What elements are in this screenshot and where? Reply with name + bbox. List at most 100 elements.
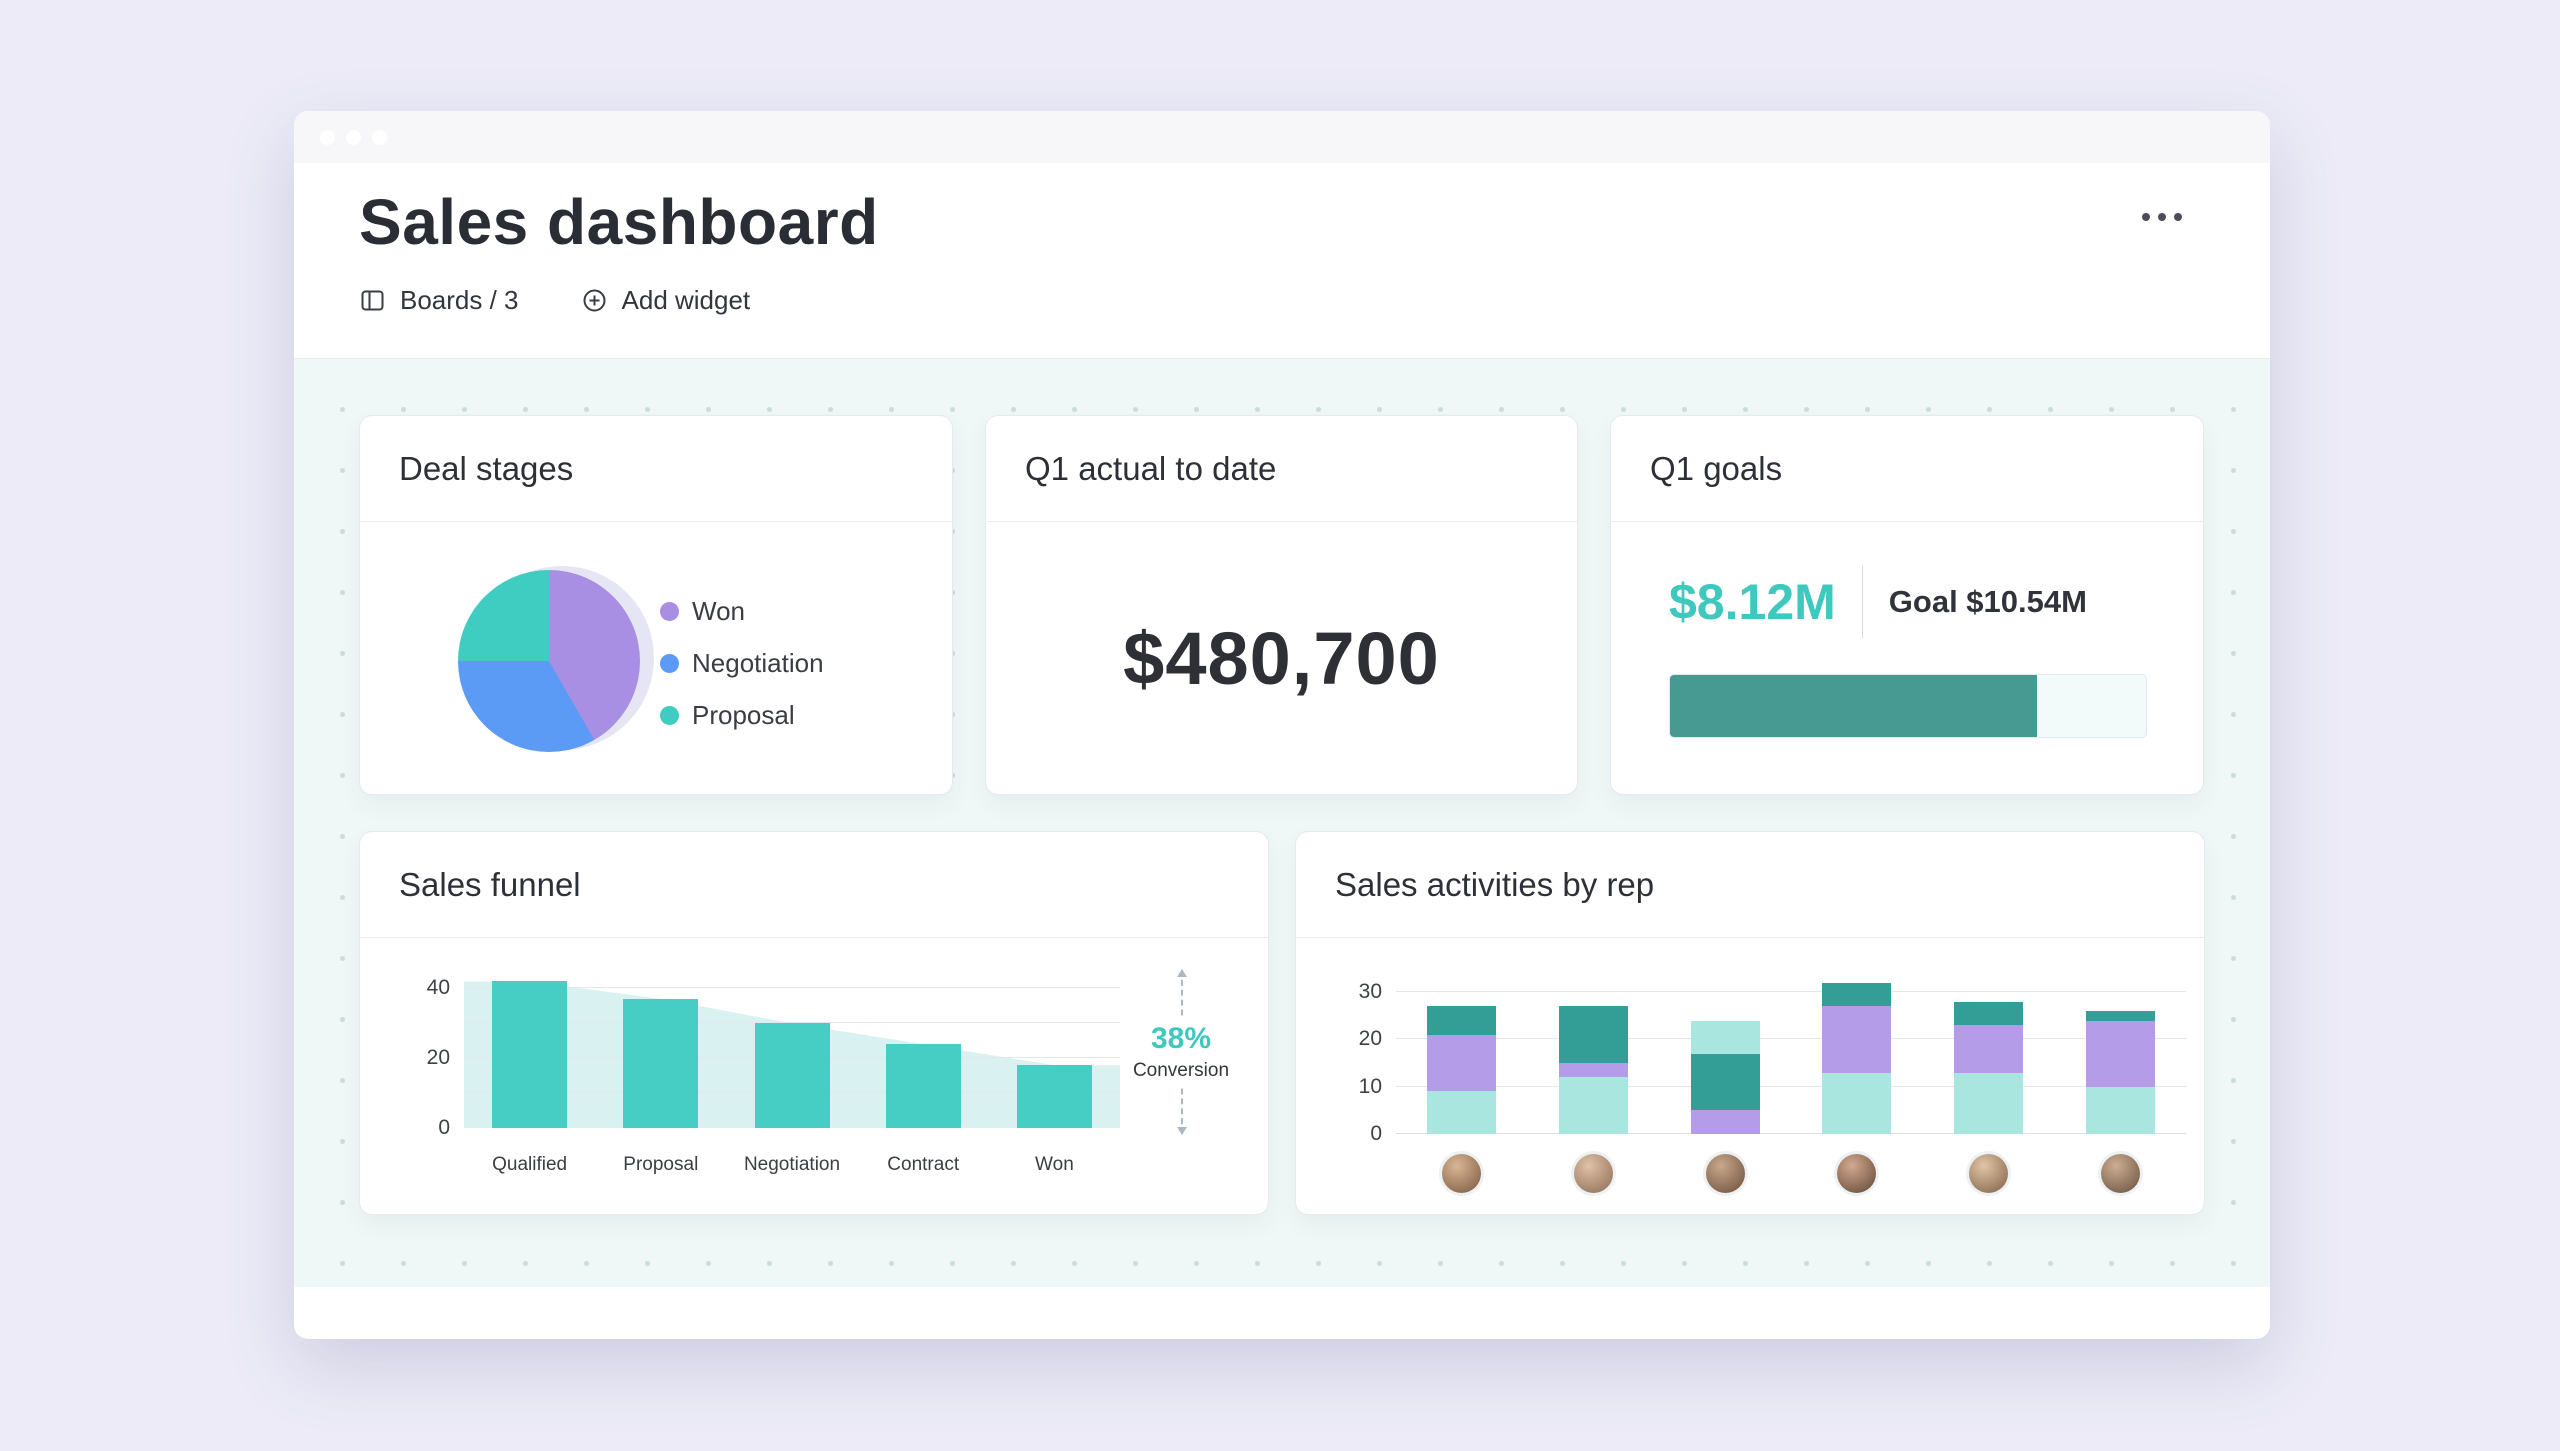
legend-item: Won (660, 596, 824, 627)
funnel-bar (885, 1044, 961, 1128)
deal-stages-widget: Deal stages Won Negotiation Proposal (359, 415, 953, 795)
legend-item: Negotiation (660, 648, 824, 679)
conversion-label: Conversion (1132, 1060, 1230, 1081)
bar-segment (1954, 1072, 2024, 1134)
y-axis-tick: 40 (426, 976, 450, 1000)
funnel-category-label: Negotiation (743, 1154, 841, 1175)
bar-segment (1427, 1006, 1497, 1035)
legend-dot-icon (660, 602, 679, 621)
q1-goals-progress-track (1669, 674, 2147, 738)
window-control-dot[interactable] (372, 129, 387, 145)
bar-slot (858, 964, 989, 1128)
gridline (1396, 991, 2186, 993)
gridline (464, 1022, 1120, 1024)
window-control-dot[interactable] (346, 129, 361, 145)
activities-avatar-row (1396, 1154, 2186, 1193)
deal-stages-pie (458, 570, 640, 752)
window-titlebar (294, 111, 2270, 163)
plus-circle-icon (581, 287, 608, 314)
avatar-slot (1396, 1154, 1528, 1193)
stacked-bar (1822, 982, 1892, 1134)
bar-segment (1822, 982, 1892, 1007)
bar-slot (1791, 978, 1923, 1134)
stacked-bar (1559, 1006, 1628, 1134)
bar-slot (1396, 978, 1528, 1134)
conversion-value: 38% (1150, 1022, 1212, 1055)
legend-label: Proposal (692, 700, 795, 730)
divider (1861, 566, 1863, 638)
rep-avatar (1442, 1154, 1482, 1193)
rep-avatar (1574, 1154, 1613, 1193)
bar-segment (2085, 1086, 2155, 1134)
avatar-slot (1528, 1154, 1660, 1193)
add-widget-button[interactable]: Add widget (581, 285, 751, 316)
q1-goals-widget: Q1 goals $8.12M Goal $10.54M (1610, 415, 2204, 795)
widget-title: Q1 actual to date (986, 416, 1577, 522)
avatar-slot (2054, 1154, 2186, 1193)
bar-slot (595, 964, 726, 1128)
rep-avatar (1837, 1154, 1877, 1193)
y-axis-tick: 0 (1370, 1122, 1382, 1145)
q1-goals-content: $8.12M Goal $10.54M (1611, 522, 2203, 738)
bar-segment (1559, 1063, 1628, 1078)
sales-activities-widget: Sales activities by rep 0 10 20 30 (1295, 831, 2205, 1215)
bar-segment (1954, 1025, 2024, 1073)
stacked-bar (1954, 1001, 2024, 1134)
stacked-bar (1690, 1020, 1760, 1134)
window-control-dot[interactable] (320, 129, 335, 145)
boards-button[interactable]: Boards / 3 (359, 285, 519, 316)
bar-slot (1659, 978, 1791, 1134)
funnel-category-label: Won (1035, 1154, 1074, 1175)
y-axis-tick: 10 (1358, 1074, 1382, 1098)
sales-funnel-chart: 0 20 40 Qualified Proposal Negotiation Contra… (400, 964, 1120, 1176)
q1-goals-progress-fill (1670, 675, 2037, 737)
funnel-category-label: Contract (887, 1154, 960, 1175)
bar-segment (1822, 1006, 1892, 1073)
funnel-bar (754, 1023, 830, 1128)
stacked-bar (1427, 1006, 1497, 1134)
dashboard-canvas: Deal stages Won Negotiation Proposal Q1 ac… (294, 359, 2270, 1287)
gridline (1396, 1085, 2186, 1087)
bar-slot (464, 964, 595, 1128)
more-options-icon[interactable] (2134, 205, 2190, 229)
board-icon (359, 287, 386, 314)
widget-title: Sales activities by rep (1296, 832, 2204, 938)
bar-slot (726, 964, 857, 1128)
bar-slot (1923, 978, 2055, 1134)
funnel-x-labels: Qualified Proposal Negotiation Contract Won (464, 1154, 1120, 1176)
app-window: Sales dashboard Boards / 3 (294, 111, 2270, 1339)
x-axis-line (1396, 1133, 2186, 1134)
legend-label: Negotiation (692, 648, 824, 678)
bar-segment (1690, 1110, 1760, 1134)
bar-slot (2054, 978, 2186, 1134)
funnel-bars (464, 964, 1120, 1128)
q1-actual-value: $480,700 (1123, 617, 1440, 700)
stacked-bar (2085, 1011, 2155, 1134)
conversion-annotation: 38% Conversion (1120, 969, 1242, 1135)
add-widget-label: Add widget (621, 285, 751, 315)
bar-segment (1559, 1077, 1628, 1134)
y-axis-tick: 20 (1358, 1027, 1382, 1051)
boards-label: Boards / 3 (400, 285, 519, 315)
activities-plot: 0 10 20 30 (1359, 978, 2186, 1145)
funnel-category-label: Qualified (492, 1154, 568, 1175)
deal-stages-content: Won Negotiation Proposal (360, 522, 952, 795)
bar-slot (989, 964, 1120, 1128)
legend-dot-icon (660, 654, 679, 673)
q1-goals-target: Goal $10.54M (1888, 584, 2087, 619)
widget-title: Sales funnel (360, 832, 1268, 938)
avatar-slot (1659, 1154, 1791, 1193)
funnel-category-label: Proposal (623, 1154, 699, 1175)
bar-slot (1528, 978, 1660, 1134)
rep-avatar (1969, 1154, 2009, 1193)
bar-segment (1559, 1006, 1628, 1064)
bar-segment (1690, 1020, 1760, 1054)
q1-actual-content: $480,700 (986, 522, 1577, 795)
sales-funnel-widget: Sales funnel 0 20 40 Qualified Proposal Nego… (359, 831, 1269, 1215)
stacked-bars (1396, 978, 2186, 1134)
bar-segment (1427, 1091, 1497, 1134)
avatar-slot (1791, 1154, 1923, 1193)
y-axis-tick: 0 (438, 1116, 450, 1139)
bar-segment (1954, 1001, 2024, 1026)
bar-segment (1427, 1034, 1497, 1092)
